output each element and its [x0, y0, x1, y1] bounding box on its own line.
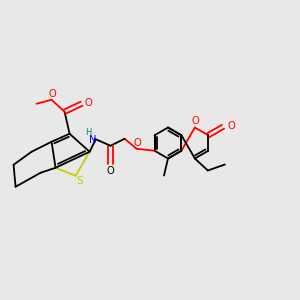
Text: O: O — [49, 89, 56, 99]
Text: O: O — [192, 116, 200, 127]
Text: O: O — [134, 138, 142, 148]
Text: O: O — [85, 98, 92, 108]
Text: O: O — [107, 166, 115, 176]
Text: S: S — [76, 176, 83, 186]
Text: N: N — [89, 135, 96, 145]
Text: H: H — [85, 128, 92, 137]
Text: O: O — [227, 121, 235, 131]
